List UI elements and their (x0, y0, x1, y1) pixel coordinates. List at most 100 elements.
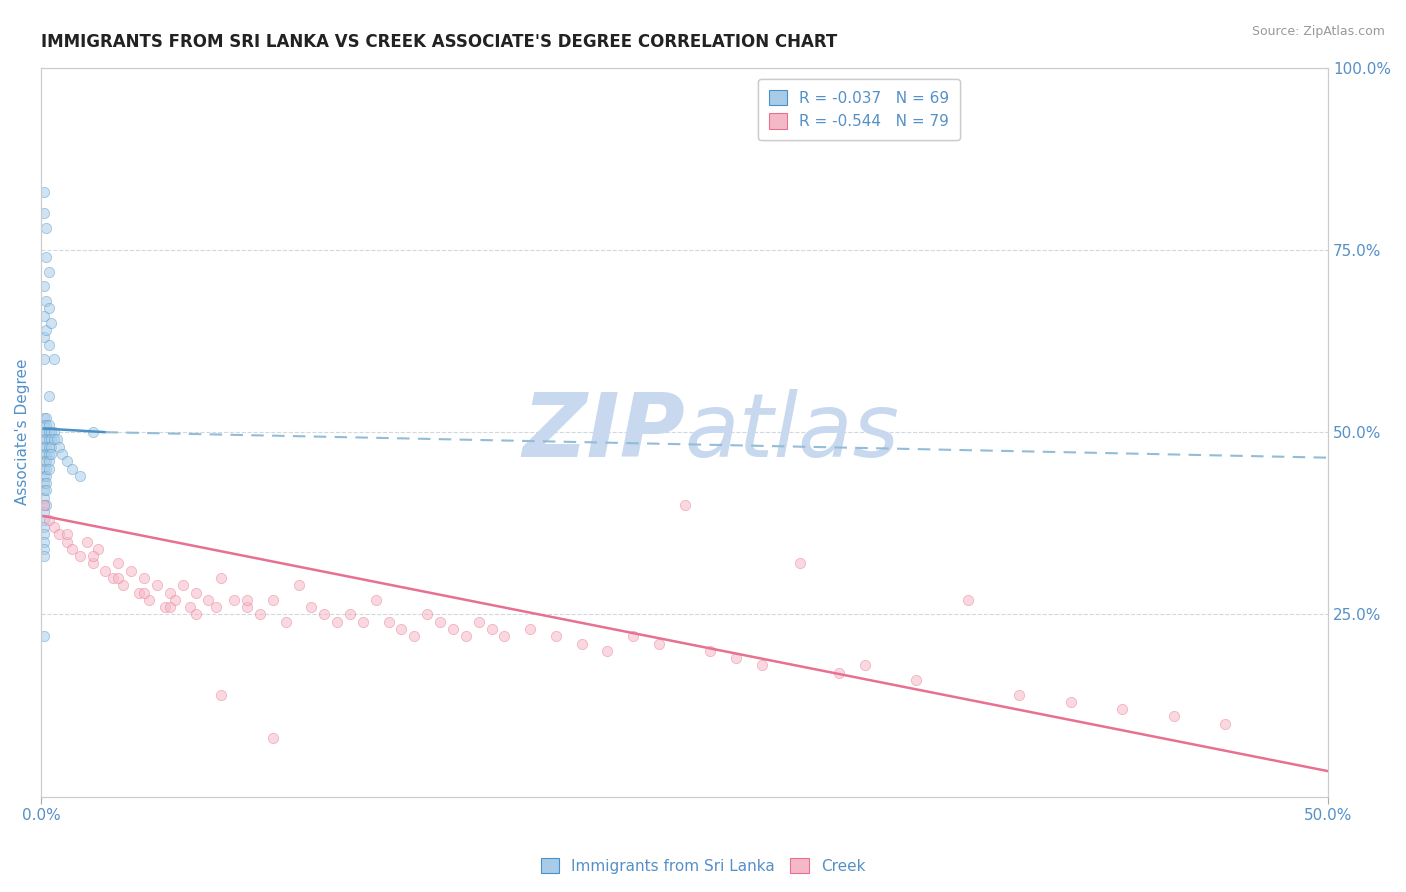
Point (32, 498, 55, 512)
Point (32, 461, 55, 475)
Point (404, 629, 426, 643)
Point (725, 651, 748, 665)
Point (262, 731, 284, 746)
Point (159, 600, 181, 615)
Point (42, 352, 65, 367)
Point (32, 433, 55, 447)
Point (519, 622, 541, 636)
Point (35, 250, 58, 264)
Point (236, 600, 259, 615)
Point (56, 454, 79, 468)
Point (326, 615, 349, 629)
Point (699, 644, 721, 658)
Point (209, 688, 232, 702)
Point (35, 461, 58, 475)
Point (673, 498, 696, 512)
Point (236, 592, 259, 607)
Point (314, 607, 336, 622)
Point (35, 323, 58, 337)
Point (544, 629, 567, 643)
Point (1213, 716, 1236, 731)
Point (1163, 709, 1185, 723)
Point (103, 571, 125, 585)
Point (32, 206, 55, 220)
Point (32, 491, 55, 505)
Point (32, 410, 55, 425)
Point (38, 417, 60, 432)
Point (35, 476, 58, 491)
Point (132, 571, 155, 585)
Point (339, 607, 361, 622)
Point (274, 615, 297, 629)
Point (184, 607, 207, 622)
Point (32, 454, 55, 468)
Point (41, 425, 63, 439)
Point (32, 440, 55, 454)
Point (69, 549, 91, 563)
Point (42, 425, 65, 439)
Point (287, 578, 309, 592)
Point (32, 527, 55, 541)
Point (60, 541, 83, 556)
Point (35, 469, 58, 483)
Point (35, 440, 58, 454)
Point (41, 440, 63, 454)
Point (82, 425, 104, 439)
Point (32, 520, 55, 534)
Point (621, 629, 644, 643)
Point (38, 389, 60, 403)
Point (128, 585, 150, 599)
Point (32, 352, 55, 367)
Point (38, 433, 60, 447)
Point (41, 316, 63, 330)
Point (38, 454, 60, 468)
Point (112, 578, 135, 592)
Point (429, 615, 451, 629)
Point (32, 417, 55, 432)
Point (184, 585, 207, 599)
Point (107, 557, 129, 571)
Point (205, 600, 228, 615)
Point (35, 410, 58, 425)
Point (56, 527, 79, 541)
Point (32, 498, 55, 512)
Point (45, 433, 67, 447)
Point (32, 469, 55, 483)
Point (467, 615, 489, 629)
Legend: Immigrants from Sri Lanka, Creek: Immigrants from Sri Lanka, Creek (534, 852, 872, 880)
Point (32, 425, 55, 439)
Point (35, 417, 58, 432)
Point (35, 483, 58, 498)
Point (35, 433, 58, 447)
Point (789, 557, 811, 571)
Point (32, 541, 55, 556)
Point (905, 673, 928, 687)
Point (352, 615, 374, 629)
Point (596, 644, 619, 658)
Point (416, 607, 439, 622)
Point (224, 592, 246, 607)
Point (146, 578, 169, 592)
Point (1111, 702, 1133, 716)
Point (172, 578, 194, 592)
Point (197, 592, 219, 607)
Point (107, 571, 129, 585)
Text: Source: ZipAtlas.com: Source: ZipAtlas.com (1251, 25, 1385, 38)
Point (153, 600, 176, 615)
Point (32, 513, 55, 527)
Point (32, 447, 55, 461)
Point (38, 461, 60, 475)
Point (262, 592, 284, 607)
Point (571, 637, 593, 651)
Point (32, 185, 55, 199)
Point (138, 592, 160, 607)
Point (32, 483, 55, 498)
Point (38, 337, 60, 351)
Point (76, 534, 98, 549)
Point (132, 585, 155, 599)
Point (94, 564, 117, 578)
Point (35, 293, 58, 308)
Point (391, 622, 413, 636)
Point (51, 447, 73, 461)
Point (159, 585, 181, 599)
